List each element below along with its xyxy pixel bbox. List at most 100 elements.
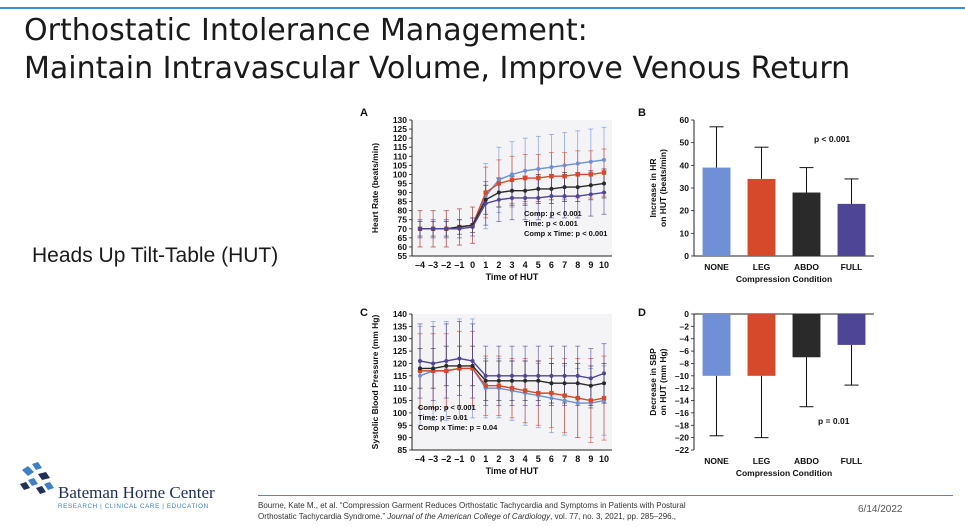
- data-point-full: [470, 224, 475, 229]
- data-point-abdo: [602, 381, 606, 386]
- data-point-leg: [496, 383, 502, 388]
- stat-annotation: Time: p < 0.001: [524, 219, 578, 228]
- stat-annotation: Comp x Time: p < 0.001: [524, 229, 607, 238]
- x-tick-label: 3: [509, 454, 514, 464]
- citation: Bourne, Kate M., et al. “Compression Gar…: [258, 500, 858, 522]
- data-point-none: [575, 161, 580, 166]
- y-tick-label: 100: [393, 408, 407, 418]
- data-point-leg: [536, 175, 541, 181]
- data-point-abdo: [536, 378, 541, 383]
- bar-none: [702, 167, 731, 256]
- y-tick-label: 55: [398, 251, 408, 261]
- slide-title-line-2: Maintain Intravascular Volume, Improve V…: [24, 51, 851, 86]
- y-tick-label: 135: [393, 321, 407, 331]
- data-point-abdo: [496, 378, 501, 383]
- data-point-leg: [509, 177, 515, 183]
- data-point-none: [588, 159, 593, 164]
- y-tick-label: 95: [398, 178, 408, 188]
- logo-name: Bateman Horne Center: [58, 483, 215, 502]
- y-tick-label: 20: [680, 206, 690, 216]
- y-tick-label: 130: [393, 334, 407, 344]
- y-tick-label: 60: [398, 242, 408, 252]
- category-label: NONE: [704, 456, 729, 466]
- data-point-abdo: [602, 181, 606, 186]
- x-tick-label: 1: [483, 454, 488, 464]
- x-tick-label: 1: [483, 260, 488, 270]
- data-point-leg: [522, 175, 528, 181]
- data-point-full: [523, 195, 528, 200]
- data-point-abdo: [523, 378, 528, 383]
- x-tick-label: 6: [549, 454, 554, 464]
- slide-title: Orthostatic Intolerance Management: Main…: [24, 12, 850, 88]
- x-tick-label: 9: [588, 454, 593, 464]
- y-tick-label: 105: [393, 160, 407, 170]
- y-tick-label: –2: [680, 321, 690, 331]
- y-tick-label: 110: [393, 383, 407, 393]
- y-tick-label: 85: [398, 445, 408, 455]
- y-tick-label: 130: [393, 115, 407, 125]
- y-tick-label: –6: [680, 346, 690, 356]
- y-tick-label: 40: [680, 160, 690, 170]
- data-point-full: [536, 195, 541, 200]
- data-point-none: [562, 163, 567, 168]
- data-point-abdo: [510, 188, 514, 193]
- logo-tagline: RESEARCH | CLINICAL CARE | EDUCATION: [58, 503, 209, 510]
- data-point-full: [562, 373, 567, 378]
- bar-abdo: [792, 192, 821, 256]
- y-tick-label: 0: [684, 309, 689, 319]
- data-point-leg: [575, 172, 580, 177]
- y-tick-label: –14: [675, 396, 689, 406]
- x-axis-title: Time of HUT: [486, 466, 539, 476]
- data-point-full: [602, 371, 606, 376]
- data-point-none: [549, 396, 554, 401]
- y-tick-label: 120: [393, 133, 407, 143]
- y-tick-label: 80: [398, 206, 408, 216]
- y-tick-label: 125: [393, 346, 407, 356]
- data-point-full: [549, 373, 554, 378]
- category-label: LEG: [753, 262, 771, 272]
- data-point-full: [510, 373, 514, 378]
- citation-part-2: Orthostatic Tachycardia Syndrome.”: [258, 512, 386, 521]
- y-axis-title: Systolic Blood Pressure (mm Hg): [370, 315, 380, 450]
- data-point-leg: [457, 366, 462, 371]
- y-tick-label: 70: [398, 224, 408, 234]
- data-point-full: [483, 201, 488, 206]
- data-point-full: [496, 197, 501, 202]
- data-point-abdo: [483, 378, 488, 383]
- y-tick-label: 115: [393, 142, 407, 152]
- x-axis-title: Time of HUT: [486, 272, 539, 282]
- data-point-abdo: [483, 197, 488, 202]
- y-tick-label: –16: [675, 408, 689, 418]
- y-tick-label: 125: [393, 124, 407, 134]
- data-point-abdo: [549, 186, 554, 191]
- x-tick-label: –3: [428, 454, 438, 464]
- panel-label-B: B: [638, 107, 646, 119]
- data-point-abdo: [418, 366, 422, 371]
- data-point-leg: [444, 368, 449, 374]
- bar-full: [837, 203, 866, 256]
- data-point-none: [562, 398, 567, 403]
- data-point-leg: [601, 395, 607, 401]
- data-point-leg: [588, 172, 594, 177]
- stat-annotation: Comp: p < 0.001: [524, 209, 582, 218]
- bar-leg: [747, 178, 776, 256]
- data-point-full: [418, 226, 422, 231]
- panel-label-A: A: [360, 107, 368, 119]
- data-point-abdo: [549, 381, 554, 386]
- data-point-leg: [549, 390, 554, 396]
- data-point-leg: [509, 385, 515, 391]
- data-point-none: [575, 401, 580, 406]
- bar-none: [702, 314, 731, 376]
- bar-abdo: [792, 314, 821, 358]
- top-accent-line: [0, 7, 965, 9]
- x-tick-label: 10: [599, 260, 609, 270]
- citation-part-3: , vol. 77, no. 3, 2021, pp. 285–296.,: [550, 512, 677, 521]
- y-axis-title-line-1: Increase in HR: [648, 158, 658, 217]
- x-tick-label: 10: [599, 454, 609, 464]
- data-point-full: [588, 376, 593, 381]
- y-tick-label: 10: [680, 228, 690, 238]
- x-tick-label: –4: [415, 260, 425, 270]
- data-point-leg: [470, 366, 475, 371]
- data-point-abdo: [510, 378, 514, 383]
- panel-label-D: D: [638, 307, 646, 319]
